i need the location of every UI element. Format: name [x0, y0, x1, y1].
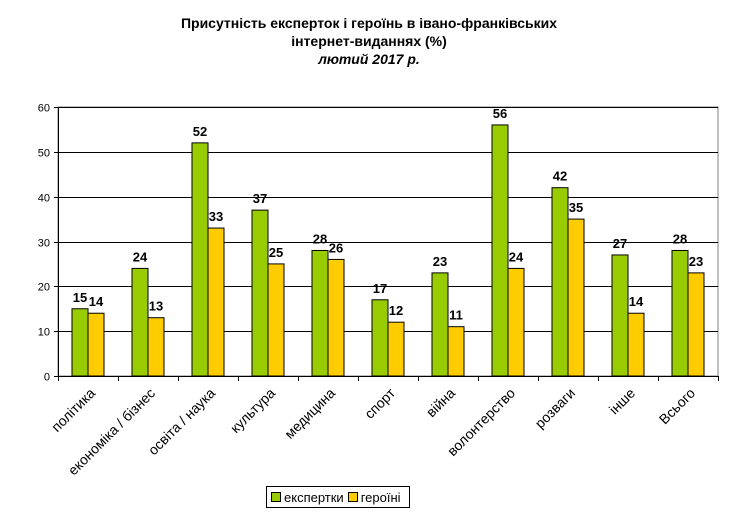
data-label-heroines: 11: [449, 308, 463, 323]
chart-title: Присутність експерток і героїнь в івано-…: [180, 15, 558, 31]
data-label-experts: 42: [553, 169, 567, 184]
data-label-experts: 28: [313, 231, 327, 246]
legend-item-heroines: героїні: [347, 489, 401, 505]
bar-experts: [671, 249, 689, 377]
bar-experts: [191, 142, 209, 377]
bar-experts: [131, 267, 149, 377]
bar-experts: [611, 254, 629, 377]
bar-heroines: [387, 321, 405, 377]
y-tick-label: 30: [38, 238, 50, 250]
category-label: Всього: [656, 385, 699, 428]
category-label: політика: [48, 385, 98, 435]
data-label-experts: 27: [613, 236, 627, 251]
data-label-experts: 52: [193, 124, 207, 139]
y-tick-label: 60: [38, 103, 50, 115]
bar-experts: [311, 249, 329, 377]
data-label-experts: 37: [253, 191, 267, 206]
bar-heroines: [687, 272, 705, 377]
data-label-heroines: 23: [689, 254, 703, 269]
data-label-heroines: 14: [89, 294, 104, 309]
data-label-experts: 28: [673, 231, 687, 246]
y-tick-label: 0: [44, 372, 50, 384]
category-label: розваги: [532, 385, 579, 432]
bar-heroines: [507, 267, 525, 377]
chart-title-line2: інтернет-виданнях (%): [291, 33, 447, 49]
data-label-experts: 17: [373, 281, 387, 296]
legend: експертки героїні: [266, 486, 410, 508]
legend-label-heroines: героїні: [360, 489, 401, 505]
category-label: спорт: [361, 384, 398, 421]
bar-experts: [251, 209, 269, 377]
legend-label-experts: експертки: [284, 489, 344, 505]
legend-swatch-experts: [271, 492, 281, 502]
bar-experts: [371, 299, 389, 377]
y-tick-label: 20: [38, 282, 50, 294]
data-label-heroines: 33: [209, 209, 223, 224]
data-label-heroines: 14: [629, 294, 644, 309]
bar-heroines: [327, 258, 345, 377]
bar-heroines: [567, 218, 585, 377]
category-label: інше: [606, 385, 639, 418]
data-label-heroines: 35: [569, 200, 583, 215]
bar-experts: [551, 187, 569, 377]
data-label-experts: 15: [73, 290, 87, 305]
y-tick-label: 50: [38, 148, 50, 160]
bar-heroines: [207, 227, 225, 377]
y-tick-label: 10: [38, 327, 50, 339]
category-label: медицина: [281, 385, 338, 442]
data-label-experts: 23: [433, 254, 447, 269]
category-label: війна: [423, 385, 458, 420]
legend-swatch-heroines: [347, 492, 358, 502]
data-label-experts: 56: [493, 106, 507, 121]
bar-experts: [491, 124, 509, 377]
bar-heroines: [87, 312, 105, 377]
bar-heroines: [447, 326, 465, 377]
legend-item-experts: експертки: [271, 490, 344, 505]
bar-heroines: [627, 312, 645, 377]
data-label-heroines: 26: [329, 240, 343, 255]
chart-title-block: Присутність експерток і героїнь в івано-…: [0, 14, 738, 68]
category-label: культура: [227, 385, 278, 436]
bar-experts: [71, 308, 89, 377]
data-label-heroines: 13: [149, 299, 163, 314]
chart-subtitle: лютий 2017 р.: [318, 51, 420, 67]
data-label-heroines: 25: [269, 245, 283, 260]
data-label-heroines: 24: [509, 249, 524, 264]
bar-heroines: [147, 317, 165, 377]
data-label-experts: 24: [133, 249, 148, 264]
bar-heroines: [267, 263, 285, 377]
y-tick-label: 40: [38, 193, 50, 205]
bar-experts: [431, 272, 449, 377]
data-label-heroines: 12: [389, 303, 403, 318]
